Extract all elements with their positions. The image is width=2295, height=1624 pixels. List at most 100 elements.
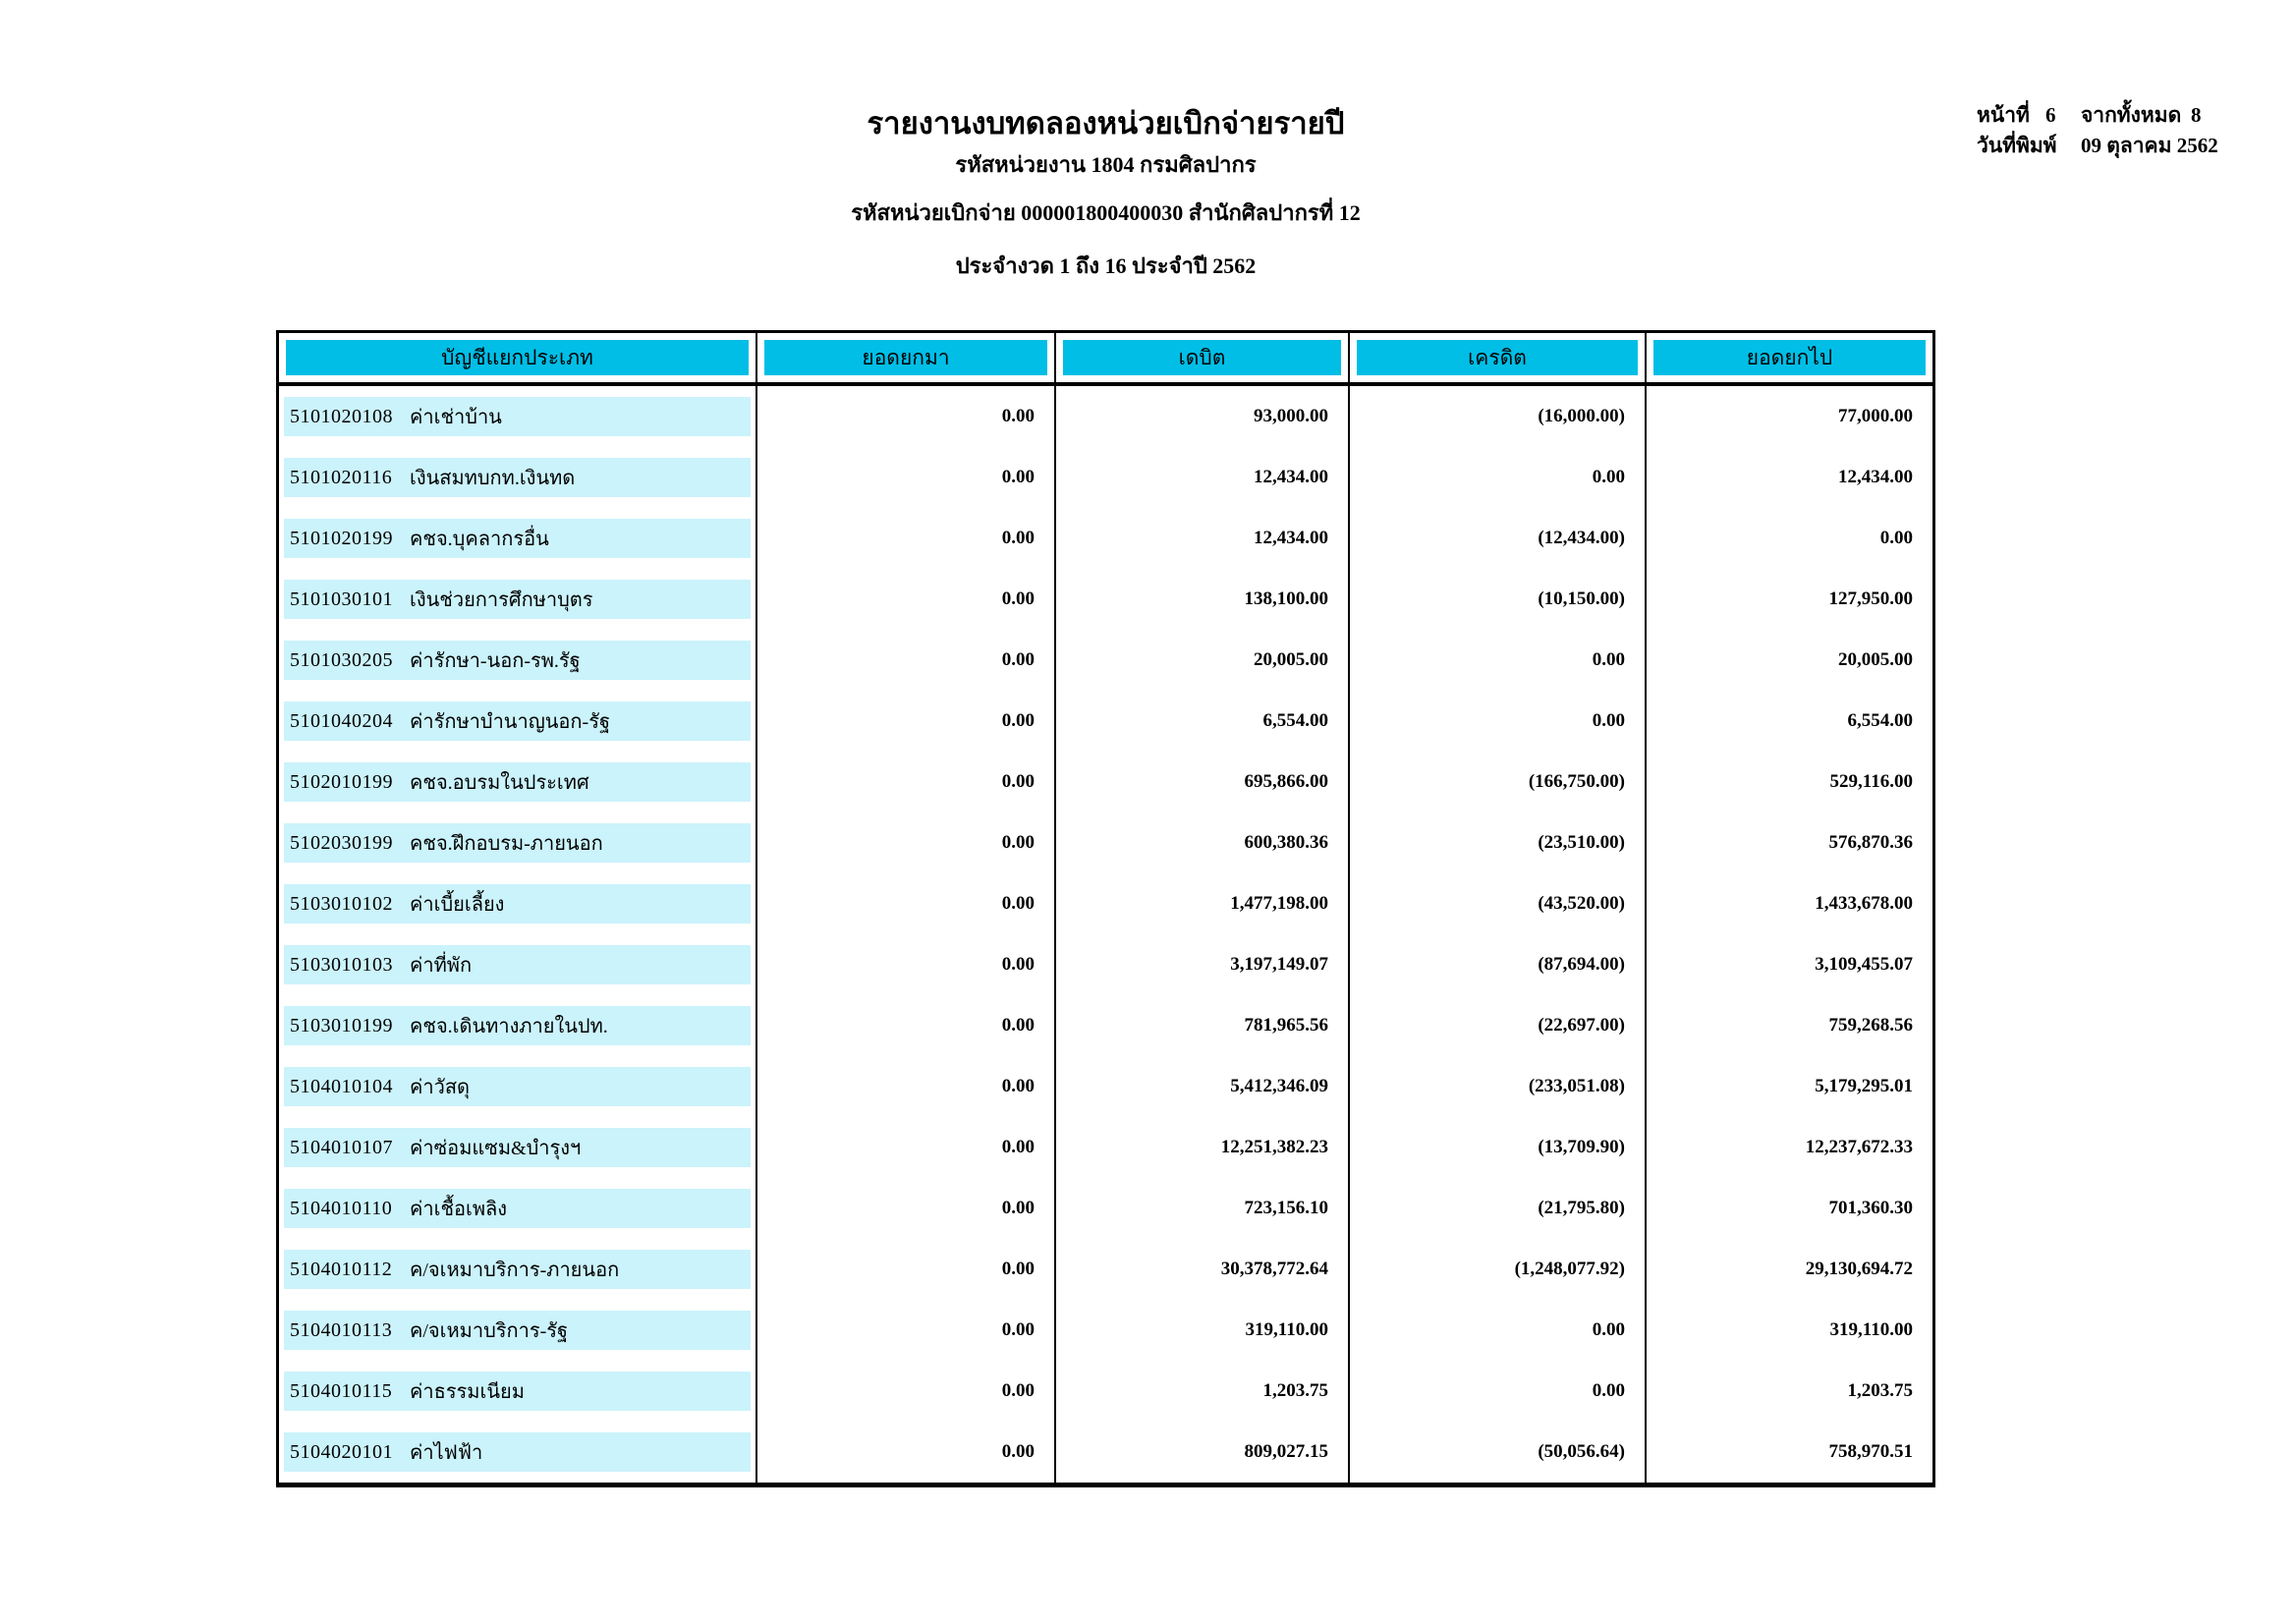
account-name: ค่าซ่อมแซม&บำรุงฯ [410,1138,582,1159]
account-name: ค่าเชื้อเพลิง [410,1199,508,1220]
account-cell: 5104010112 ค/จเหมาบริการ-ภายนอก [279,1239,757,1300]
carried-forward-cell: 759,268.56 [1828,1015,1914,1036]
account-cell: 5103010103 ค่าที่พัก [279,934,757,995]
table-row: 5101030205 ค่ารักษา-นอก-รพ.รัฐ 0.00 20,0… [279,630,1932,691]
account-code: 5102030199 [290,831,393,854]
credit-cell: 0.00 [1350,1361,1647,1422]
table-row: 5104010104 ค่าวัสดุ 0.00 5,412,346.09 (2… [279,1056,1932,1117]
page-number-line: หน้าที่ 6 จากทั้งหมด 8 [1977,100,2252,131]
page-title: รายงานงบทดลองหน่วยเบิกจ่ายรายปี [867,106,1345,140]
account-band: 5104010112 ค/จเหมาบริการ-ภายนอก [284,1250,751,1289]
brought-forward-cell: 0.00 [757,812,1056,873]
table-row: 5102010199 คชจ.อบรมในประเทศ 0.00 695,866… [279,752,1932,812]
account-code: 5102010199 [290,770,393,793]
account-cell: 5101030205 ค่ารักษา-นอก-รพ.รัฐ [279,630,757,691]
brought-forward-cell: 0.00 [757,1117,1056,1178]
carried-forward-cell: 758,970.51 [1828,1441,1914,1462]
column-header-debit: เดบิต [1056,333,1350,382]
account-cell: 5101020116 เงินสมทบกท.เงินทด [279,447,757,508]
brought-forward-cell: 0.00 [757,873,1056,934]
brought-forward-cell: 0.00 [757,1178,1056,1239]
account-band: 5104010113 ค/จเหมาบริการ-รัฐ [284,1311,751,1350]
credit-cell: (166,750.00) [1350,752,1647,812]
brought-forward-cell: 0.00 [757,691,1056,752]
account-cell: 5103010199 คชจ.เดินทางภายในปท. [279,995,757,1056]
table-row: 5103010102 ค่าเบี้ยเลี้ยง 0.00 1,477,198… [279,873,1932,934]
account-name: เงินช่วยการศึกษาบุตร [410,589,593,611]
table-row: 5101030101 เงินช่วยการศึกษาบุตร 0.00 138… [279,569,1932,630]
brought-forward-cell: 0.00 [757,1361,1056,1422]
credit-cell: (43,520.00) [1350,873,1647,934]
account-band: 5101020199 คชจ.บุคลากรอื่น [284,519,751,558]
account-code: 5101020108 [290,405,393,427]
debit-cell: 781,965.56 [1056,995,1350,1056]
table-row: 5104010107 ค่าซ่อมแซม&บำรุงฯ 0.00 12,251… [279,1117,1932,1178]
account-code: 5104010110 [290,1197,393,1219]
brought-forward-cell: 0.00 [757,1056,1056,1117]
account-band: 5102010199 คชจ.อบรมในประเทศ [284,762,751,802]
credit-cell: (50,056.64) [1350,1422,1647,1483]
page-label: หน้าที่ [1977,103,2030,127]
account-name: คชจ.บุคลากรอื่น [410,529,549,550]
table-row: 5102030199 คชจ.ฝึกอบรม-ภายนอก 0.00 600,3… [279,812,1932,873]
account-code: 5101020199 [290,527,393,549]
brought-forward-cell: 0.00 [757,1300,1056,1361]
carried-forward-cell: 12,434.00 [1838,467,1913,487]
account-cell: 5101040204 ค่ารักษาบำนาญนอก-รัฐ [279,691,757,752]
debit-cell: 723,156.10 [1056,1178,1350,1239]
carried-forward-cell: 576,870.36 [1828,832,1914,853]
account-band: 5101030101 เงินช่วยการศึกษาบุตร [284,580,751,619]
debit-cell: 1,203.75 [1056,1361,1350,1422]
credit-cell: (16,000.00) [1350,386,1647,447]
print-date: 09 ตุลาคม 2562 [2081,134,2218,157]
credit-cell: 0.00 [1350,630,1647,691]
account-name: คชจ.อบรมในประเทศ [410,772,589,794]
table-row: 5101020116 เงินสมทบกท.เงินทด 0.00 12,434… [279,447,1932,508]
account-code: 5101040204 [290,709,393,732]
credit-cell: (22,697.00) [1350,995,1647,1056]
column-header-carried-forward: ยอดยกไป [1647,333,1932,382]
account-band: 5104010110 ค่าเชื้อเพลิง [284,1189,751,1228]
account-band: 5104010104 ค่าวัสดุ [284,1067,751,1106]
debit-cell: 12,434.00 [1056,447,1350,508]
credit-cell: (1,248,077.92) [1350,1239,1647,1300]
carried-forward-cell: 29,130,694.72 [1805,1259,1913,1279]
carried-forward-cell: 3,109,455.07 [1815,954,1913,975]
account-band: 5102030199 คชจ.ฝึกอบรม-ภายนอก [284,823,751,863]
credit-cell: (23,510.00) [1350,812,1647,873]
table-row: 5104010112 ค/จเหมาบริการ-ภายนอก 0.00 30,… [279,1239,1932,1300]
table-row: 5101020108 ค่าเช่าบ้าน 0.00 93,000.00 (1… [279,386,1932,447]
brought-forward-cell: 0.00 [757,934,1056,995]
account-cell: 5104010104 ค่าวัสดุ [279,1056,757,1117]
account-name: ค่าที่พัก [410,955,473,977]
account-code: 5103010102 [290,892,393,915]
credit-cell: (10,150.00) [1350,569,1647,630]
credit-cell: (233,051.08) [1350,1056,1647,1117]
account-name: ค/จเหมาบริการ-รัฐ [410,1320,569,1342]
debit-cell: 12,434.00 [1056,508,1350,569]
account-name: ค่าไฟฟ้า [410,1442,483,1464]
account-cell: 5102030199 คชจ.ฝึกอบรม-ภายนอก [279,812,757,873]
account-cell: 5101020108 ค่าเช่าบ้าน [279,386,757,447]
print-date-line: วันที่พิมพ์ 09 ตุลาคม 2562 [1977,131,2252,161]
account-code: 5104010104 [290,1075,393,1097]
account-band: 5103010199 คชจ.เดินทางภายในปท. [284,1006,751,1045]
table-body: 5101020108 ค่าเช่าบ้าน 0.00 93,000.00 (1… [279,386,1932,1483]
print-date-label: วันที่พิมพ์ [1977,134,2057,157]
debit-cell: 319,110.00 [1056,1300,1350,1361]
page-info: หน้าที่ 6 จากทั้งหมด 8 วันที่พิมพ์ 09 ตุ… [1977,100,2252,161]
account-band: 5103010102 ค่าเบี้ยเลี้ยง [284,884,751,924]
credit-cell: 0.00 [1350,1300,1647,1361]
debit-cell: 30,378,772.64 [1056,1239,1350,1300]
account-code: 5104010115 [290,1379,393,1402]
account-cell: 5104010113 ค/จเหมาบริการ-รัฐ [279,1300,757,1361]
debit-cell: 3,197,149.07 [1056,934,1350,995]
account-code: 5104010113 [290,1318,393,1341]
account-name: ค่ารักษาบำนาญนอก-รัฐ [410,711,610,733]
debit-cell: 1,477,198.00 [1056,873,1350,934]
page-number: 6 [2045,103,2056,127]
debit-cell: 5,412,346.09 [1056,1056,1350,1117]
brought-forward-cell: 0.00 [757,995,1056,1056]
table-row: 5104010110 ค่าเชื้อเพลิง 0.00 723,156.10… [279,1178,1932,1239]
total-pages: 8 [2191,103,2202,127]
